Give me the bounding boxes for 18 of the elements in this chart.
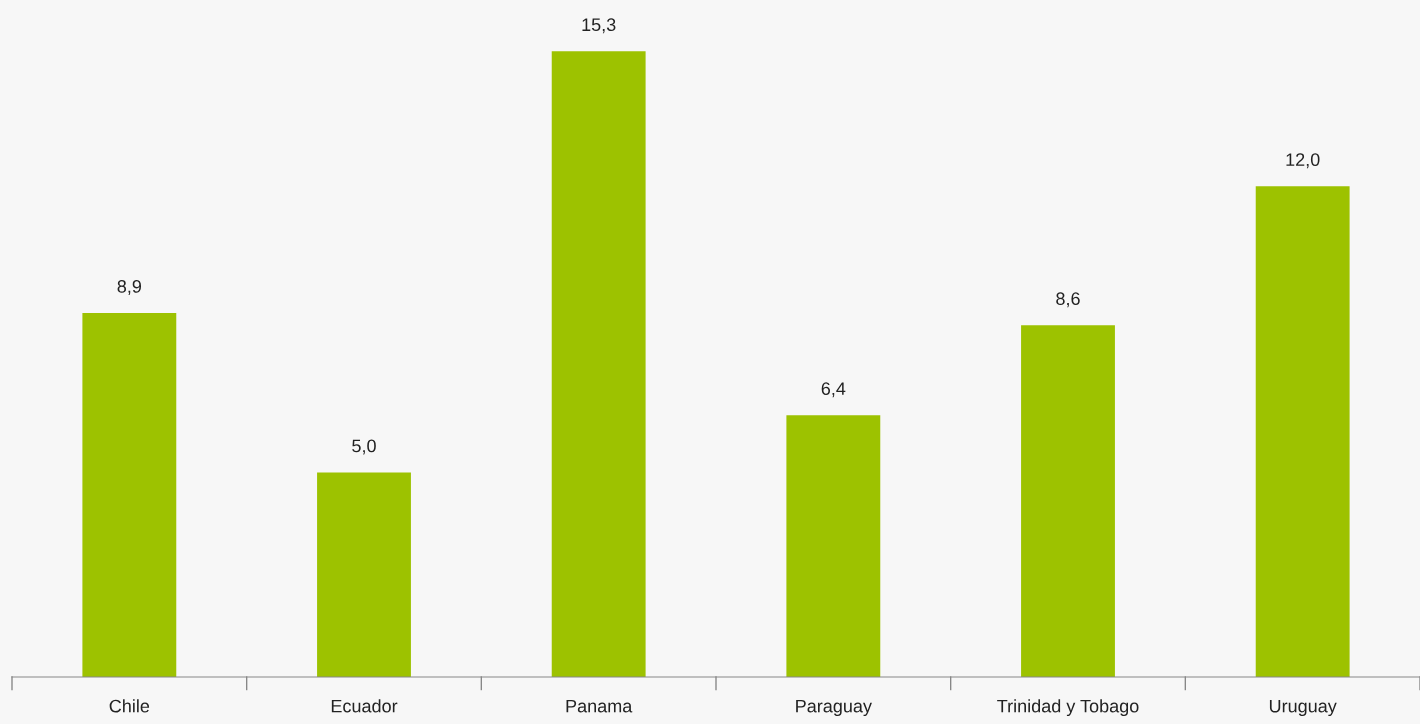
x-tick-label: Uruguay <box>1269 699 1337 717</box>
bar <box>1021 325 1115 677</box>
bar <box>1255 186 1350 677</box>
bar <box>317 472 411 677</box>
bar <box>786 415 881 677</box>
data-label: 8,6 <box>1056 292 1080 308</box>
data-label: 12,0 <box>1286 153 1320 169</box>
x-tick-label: Ecuador <box>331 699 398 713</box>
data-label: 5,0 <box>352 439 376 455</box>
data-label: 8,9 <box>117 280 142 295</box>
x-tick-label: Panama <box>566 699 633 713</box>
data-label: 6,4 <box>821 382 846 398</box>
data-label: 15,3 <box>582 18 616 34</box>
x-tick-label: Paraguay <box>796 699 872 717</box>
bar <box>82 313 177 677</box>
x-tick-label: Chile <box>109 699 150 713</box>
bar <box>551 51 646 677</box>
x-tick-label: Trinidad y Tobago <box>997 699 1139 717</box>
